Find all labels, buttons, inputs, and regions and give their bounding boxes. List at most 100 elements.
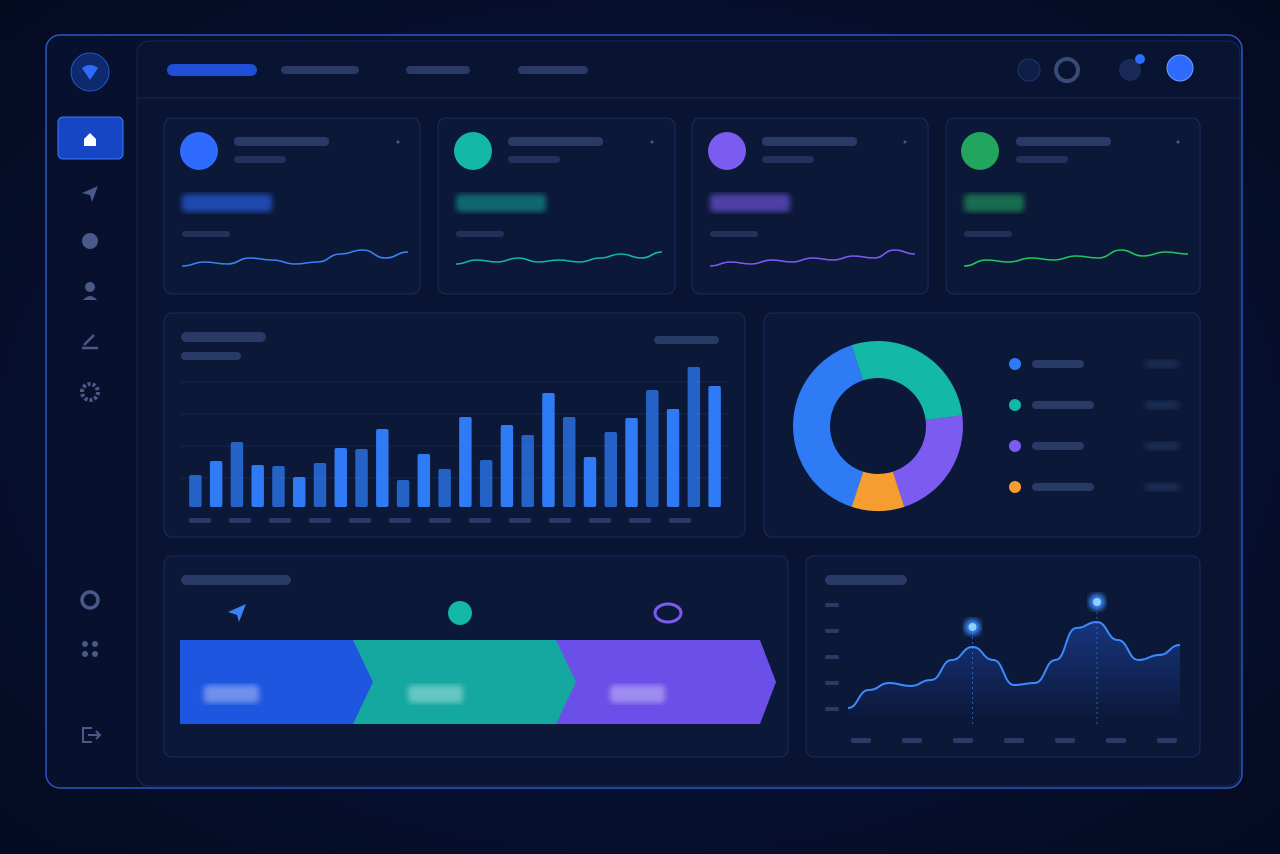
card-menu — [903, 140, 907, 144]
bar — [500, 425, 514, 507]
x-tick-placeholder — [509, 518, 531, 523]
header-menu[interactable] — [406, 66, 470, 74]
x-tick-placeholder — [1106, 738, 1126, 743]
bar — [542, 393, 555, 507]
header-tab-active[interactable] — [167, 64, 257, 76]
bar — [189, 475, 202, 507]
card — [437, 117, 676, 295]
header-menu[interactable] — [281, 66, 359, 74]
card-icon — [180, 132, 218, 170]
bar — [293, 477, 306, 507]
card-menu — [650, 140, 654, 144]
avatar[interactable] — [1166, 54, 1194, 82]
funnel-icon — [448, 601, 472, 625]
legend-swatch — [1009, 399, 1021, 411]
panel-filter[interactable] — [654, 336, 719, 344]
sparkline — [181, 249, 409, 267]
nav-apps[interactable] — [82, 641, 98, 657]
y-tick-placeholder — [825, 629, 839, 633]
funnel-icon — [228, 604, 246, 622]
highlight-point — [1093, 598, 1101, 606]
x-tick-placeholder — [429, 518, 451, 523]
funnel-icon — [653, 602, 683, 624]
home-icon — [84, 133, 96, 146]
x-tick-placeholder — [549, 518, 571, 523]
x-tick-placeholder — [589, 518, 611, 523]
bar — [272, 466, 285, 507]
logo-mark — [82, 65, 98, 80]
header — [167, 54, 1194, 83]
panel-title — [825, 575, 907, 585]
card-subtitle-placeholder — [234, 156, 286, 163]
card-icon — [708, 132, 746, 170]
header-icon[interactable] — [1017, 58, 1041, 82]
bar — [646, 390, 659, 507]
bar-panel — [163, 312, 746, 538]
x-tick-placeholder — [309, 518, 331, 523]
y-tick-placeholder — [825, 707, 839, 711]
card-caption-placeholder — [182, 231, 230, 237]
blurred-value — [204, 685, 259, 703]
bar — [334, 448, 347, 507]
card-icon — [454, 132, 492, 170]
legend-label-placeholder — [1032, 401, 1094, 409]
chart-marks — [180, 137, 1189, 743]
line-area — [848, 622, 1180, 720]
x-tick-placeholder — [269, 518, 291, 523]
bar — [376, 429, 389, 507]
bar — [521, 435, 534, 507]
legend-label-placeholder — [1032, 442, 1084, 450]
bar — [459, 417, 472, 507]
bar — [251, 465, 264, 507]
nav-help[interactable] — [80, 590, 100, 610]
card-title-placeholder — [234, 137, 329, 146]
nav-messages[interactable] — [82, 233, 98, 249]
blurred-value — [964, 194, 1024, 212]
donut-segment — [793, 345, 864, 507]
bar — [666, 409, 680, 507]
nav-profile[interactable] — [85, 282, 95, 292]
funnel-step — [353, 640, 580, 724]
blurred-value — [182, 194, 272, 212]
bar — [355, 449, 368, 507]
nav-send[interactable] — [82, 186, 98, 202]
card-caption-placeholder — [964, 231, 1012, 237]
donut-segment — [892, 415, 964, 507]
bar — [479, 460, 493, 507]
bar — [625, 418, 638, 507]
header-icon[interactable] — [1054, 57, 1080, 83]
header-menu[interactable] — [518, 66, 588, 74]
bar — [396, 480, 410, 507]
x-tick-placeholder — [669, 518, 691, 523]
notifications[interactable] — [1119, 59, 1141, 81]
card-title-placeholder — [508, 137, 603, 146]
panel-subtitle — [181, 352, 241, 360]
y-tick-placeholder — [825, 655, 839, 659]
x-tick-placeholder — [851, 738, 871, 743]
nav-download[interactable] — [82, 334, 98, 350]
nav-logout[interactable] — [82, 727, 102, 743]
legend-value-placeholder — [1145, 483, 1179, 491]
sparkline — [709, 249, 916, 267]
x-tick-placeholder — [189, 518, 211, 523]
card — [691, 117, 929, 295]
y-tick-placeholder — [825, 681, 839, 685]
bar — [417, 454, 431, 507]
legend-label-placeholder — [1032, 483, 1094, 491]
x-tick-placeholder — [1004, 738, 1024, 743]
funnel-step — [556, 640, 776, 724]
card-title-placeholder — [1016, 137, 1111, 146]
x-tick-placeholder — [229, 518, 251, 523]
bar — [604, 432, 617, 507]
blurred-value — [610, 685, 665, 703]
legend-label-placeholder — [1032, 360, 1084, 368]
card-caption-placeholder — [710, 231, 758, 237]
blurred-value — [456, 194, 546, 212]
sparkline — [963, 249, 1189, 267]
x-tick-placeholder — [1157, 738, 1177, 743]
x-tick-placeholder — [1055, 738, 1075, 743]
card-title-placeholder — [762, 137, 857, 146]
nav-settings[interactable] — [80, 382, 100, 402]
legend-swatch — [1009, 358, 1021, 370]
x-tick-placeholder — [953, 738, 973, 743]
